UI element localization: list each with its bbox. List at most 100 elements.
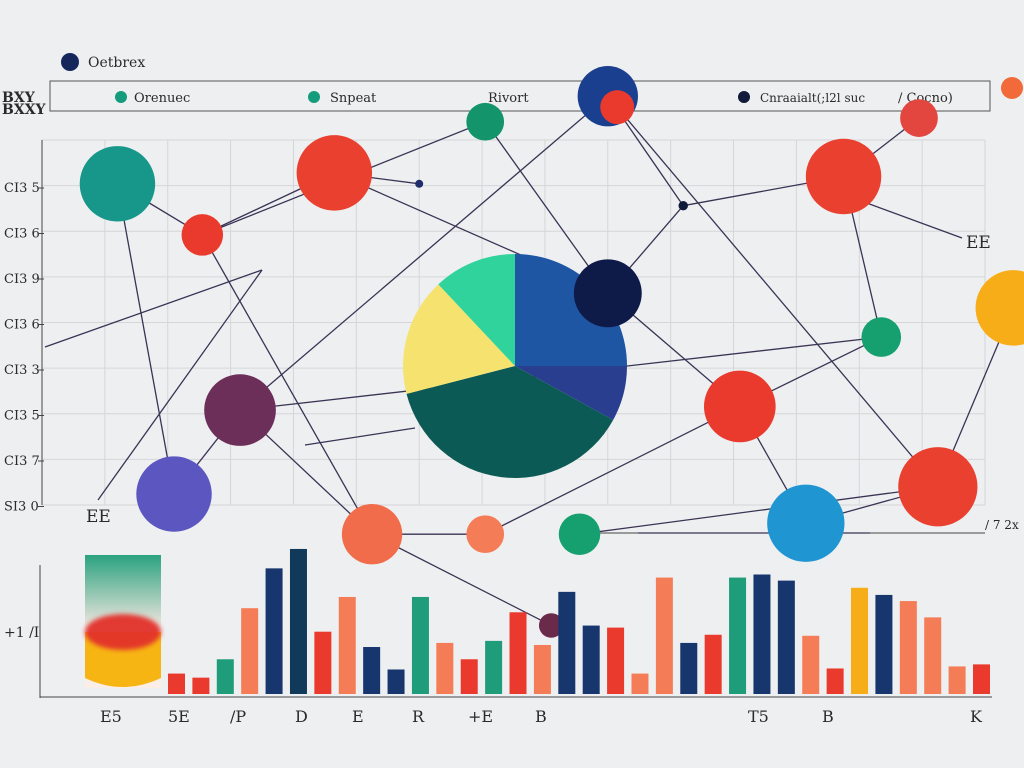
network-link [304, 427, 416, 446]
bar-13 [460, 659, 478, 694]
bar-23 [704, 634, 722, 694]
network-link [484, 405, 741, 535]
network-node-17 [341, 504, 403, 565]
bar-12 [436, 642, 454, 694]
bar-34 [973, 664, 990, 694]
legend-label-2: Snpeat [330, 91, 377, 106]
pie-slice-5 [438, 254, 515, 366]
network-node-4 [415, 179, 424, 188]
network-node-21 [898, 447, 978, 527]
bar-17 [558, 591, 576, 694]
corner-marker-icon [1001, 77, 1023, 99]
network-node-15 [204, 374, 276, 446]
pie-chart [403, 254, 627, 479]
bar-27 [802, 635, 820, 694]
side-label-right-axis: / 7 2x [985, 518, 1019, 532]
network-node-19 [558, 513, 601, 555]
bar-5 [265, 568, 283, 694]
network-node-8 [900, 99, 938, 137]
network-link [371, 533, 552, 627]
network-node-20 [767, 484, 845, 562]
bar-series [168, 548, 990, 694]
network-node-7 [600, 90, 635, 125]
x-tick-label: R [412, 707, 425, 726]
network-node-11 [573, 259, 642, 328]
x-tick-label: B [822, 707, 834, 726]
bar-10 [387, 669, 405, 694]
y-tick-label: CI3 5 [4, 409, 40, 424]
legend-swatch-4 [738, 91, 750, 103]
bar-7 [314, 631, 332, 694]
network-node-16 [136, 456, 212, 532]
title-marker-icon [61, 53, 79, 71]
pie-slice-1 [515, 254, 627, 366]
bar-20 [631, 673, 649, 694]
y-axis-label: BXY BXXY [2, 90, 47, 118]
bar-14 [485, 640, 503, 694]
pie-slice-4 [403, 284, 515, 394]
pie-slice-2 [515, 366, 627, 420]
x-tick-label: B [535, 707, 547, 726]
legend-label-3: Rivort [488, 91, 529, 106]
bar-22 [680, 642, 698, 694]
bar-29 [851, 587, 869, 694]
bar-8 [338, 596, 356, 694]
bar-16 [533, 644, 551, 694]
bar-1 [168, 673, 185, 694]
bar-4 [241, 608, 259, 694]
bar-11 [411, 596, 429, 694]
y-tick-label: CI3 9 [4, 272, 40, 287]
bar-15 [509, 612, 527, 694]
bar-26 [777, 580, 795, 694]
y-tick-label: CI3 7 [4, 454, 40, 469]
network-node-10 [678, 200, 688, 211]
y-tick-label: CI3 6 [4, 318, 40, 333]
legend-swatch-1 [115, 91, 127, 103]
bar-2 [192, 677, 210, 694]
x-tick-label: E [352, 707, 364, 726]
x-tick-label: +E [468, 707, 493, 726]
network-node-2 [181, 214, 224, 256]
network-node-3 [296, 135, 373, 211]
network-link [201, 234, 373, 535]
bar-28 [826, 668, 844, 694]
x-tick-label: /P [230, 707, 246, 726]
bar-24 [729, 577, 747, 694]
network-node-5 [466, 102, 505, 141]
network-link [239, 95, 609, 411]
network-link [484, 121, 609, 294]
bar-18 [582, 625, 600, 694]
bar-33 [948, 666, 966, 694]
y-tick-label: CI3 5 [4, 181, 40, 196]
x-tick-label: T5 [748, 707, 769, 726]
network-link [607, 95, 939, 488]
network-link [116, 183, 175, 495]
bar-31 [899, 601, 917, 694]
gradient-cup-shape [85, 555, 161, 688]
bar-21 [655, 577, 673, 694]
network-node-1 [79, 146, 156, 222]
network-link [579, 486, 938, 535]
bar-19 [607, 627, 625, 694]
legend-label-1: Orenuec [134, 91, 190, 106]
side-label-left-inner: EE [86, 507, 111, 527]
x-tick-label: 5E [168, 707, 190, 726]
network-node-12 [975, 270, 1024, 346]
legend-frame [49, 80, 991, 112]
network-node-14 [703, 370, 776, 443]
bar-32 [924, 617, 942, 694]
legend: Orenuec Snpeat Rivort Cnraaialt(;l2l suc… [49, 80, 991, 112]
network-node-22 [538, 613, 564, 638]
legend-swatch-2 [308, 91, 320, 103]
bar-3 [216, 659, 234, 694]
chart-title: Oetbrex [88, 55, 145, 71]
x-tick-label: D [295, 707, 308, 726]
x-tick-labels: E5 5E/P D E R +E B T5 B K [100, 707, 983, 726]
network-nodes [79, 66, 1024, 638]
legend-label-4: Cnraaialt(;l2l suc [760, 91, 865, 105]
network-link [97, 269, 263, 501]
bar-9 [363, 647, 381, 694]
y-tick-labels: CI3 5 CI3 6 CI3 9 CI3 6 CI3 3 CI3 5 CI3 7 SI3 0 [4, 181, 44, 515]
bar-25 [753, 574, 771, 694]
